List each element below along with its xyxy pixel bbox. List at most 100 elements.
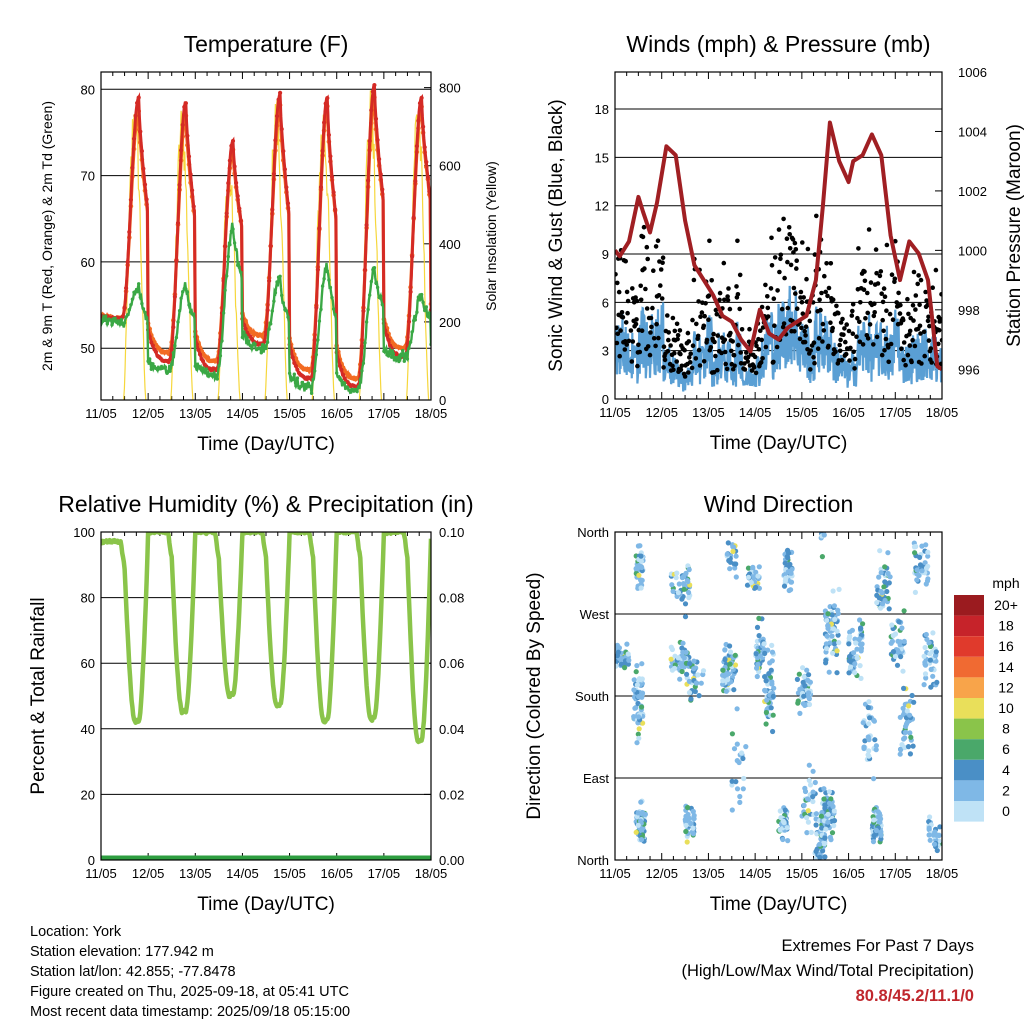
x-tick-label: 12/05 (645, 866, 678, 881)
gust-point (765, 294, 770, 299)
x-tick-label: 16/05 (320, 406, 353, 421)
x-tick-label: 11/05 (85, 866, 117, 881)
gust-point (815, 346, 821, 352)
direction-point (890, 649, 897, 655)
gust-point (615, 340, 620, 346)
direction-point (761, 641, 767, 647)
y-tick-label: 3 (602, 344, 609, 359)
direction-point (688, 696, 694, 702)
direction-point (886, 606, 892, 612)
gust-point (636, 342, 641, 348)
gust-point (751, 365, 757, 370)
gust-point (910, 337, 915, 343)
direction-point (911, 544, 918, 550)
direction-point (882, 564, 888, 570)
gust-point (820, 321, 826, 327)
direction-point (780, 836, 786, 843)
direction-point (782, 560, 788, 566)
gust-point (635, 363, 640, 369)
gust-point (634, 317, 639, 322)
direction-point (802, 683, 808, 689)
direction-point (679, 668, 685, 675)
gust-point (711, 331, 716, 337)
direction-point (737, 799, 743, 806)
direction-point (634, 663, 640, 669)
gust-point (802, 339, 808, 345)
direction-point (770, 728, 776, 735)
series-line (101, 222, 431, 395)
direction-point (810, 794, 816, 800)
direction-point (927, 657, 934, 663)
direction-point (686, 690, 693, 696)
direction-cluster (874, 548, 893, 612)
direction-point (631, 677, 637, 683)
gust-point (866, 227, 872, 232)
y-tick-label: 60 (81, 255, 95, 270)
direction-point (829, 612, 835, 618)
y-tick-label: 40 (81, 722, 95, 737)
direction-point (836, 586, 842, 593)
gust-point (695, 333, 701, 339)
direction-point (907, 751, 914, 757)
gust-point (668, 343, 673, 348)
y-tick-label: 12 (595, 199, 609, 214)
y-tick-label: 70 (81, 169, 95, 184)
direction-point (828, 796, 834, 802)
gust-point (933, 267, 939, 273)
direction-point (897, 751, 903, 757)
direction-point (675, 590, 682, 596)
gust-point (651, 336, 657, 341)
direction-point (813, 822, 819, 828)
direction-point (926, 640, 932, 646)
gust-point (769, 235, 774, 241)
y-right-tick-label: 0.08 (439, 591, 464, 606)
direction-point (825, 611, 831, 617)
direction-point (801, 693, 807, 699)
gust-point (794, 266, 799, 271)
gust-point (801, 295, 806, 300)
y-tick-label: 9 (602, 247, 609, 262)
gust-point (774, 344, 780, 350)
direction-point (756, 564, 762, 570)
direction-point (873, 747, 879, 753)
plot-frame (614, 71, 943, 400)
direction-point (631, 714, 637, 720)
colorbar-label: 16 (998, 638, 1014, 654)
gust-point (856, 246, 861, 251)
direction-cluster (869, 805, 884, 845)
gust-point (915, 281, 920, 287)
gust-point (730, 339, 735, 344)
gust-point (808, 348, 813, 353)
gust-point (690, 317, 695, 323)
direction-point (685, 811, 691, 818)
direction-point (750, 564, 756, 571)
direction-point (727, 661, 733, 667)
station-latlon: Station lat/lon: 42.855; -77.8478 (30, 964, 236, 980)
gust-point (758, 328, 763, 334)
gust-point (763, 282, 768, 288)
direction-point (930, 832, 937, 838)
direction-point (673, 575, 679, 581)
direction-point (802, 785, 808, 791)
x-axis-label: Time (Day/UTC) (710, 433, 848, 454)
gust-point (787, 232, 792, 237)
gust-point (808, 367, 813, 372)
gust-point (884, 308, 889, 314)
y-tick-label: 15 (595, 150, 609, 165)
gust-point (923, 289, 928, 295)
y-right-tick-label: 800 (439, 81, 461, 96)
direction-point (900, 668, 906, 674)
gust-point (771, 359, 776, 365)
gust-point (828, 320, 833, 326)
figure-created: Figure created on Thu, 2025-09-18, at 05… (30, 984, 349, 1000)
direction-point (753, 569, 759, 575)
direction-point (862, 738, 868, 744)
colorbar-label: 2 (1002, 782, 1010, 798)
direction-point (730, 548, 736, 555)
gust-point (617, 353, 622, 359)
y-tick-label: 80 (81, 82, 95, 97)
gust-point (824, 261, 829, 266)
direction-point (737, 793, 743, 800)
gust-point (644, 244, 650, 250)
direction-point (865, 704, 871, 711)
